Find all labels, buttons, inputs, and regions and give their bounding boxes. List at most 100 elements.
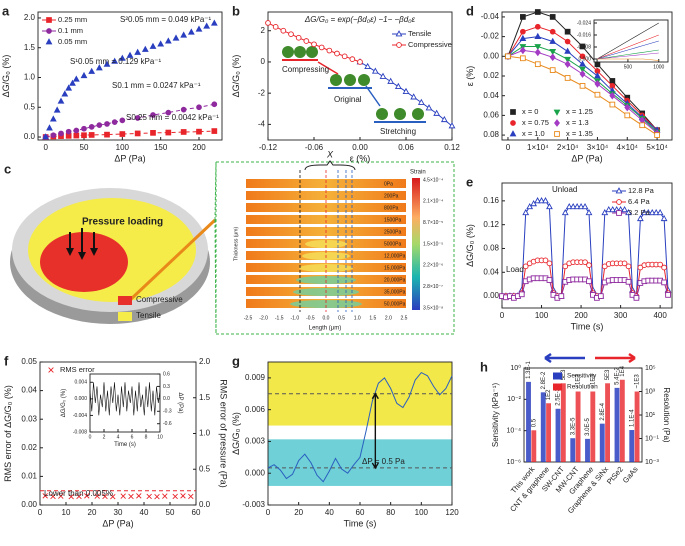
annotation: S0.25 mm = 0.0042 kPa⁻¹ [126, 113, 219, 122]
x-tick-label: 120 [445, 508, 459, 517]
marker [534, 197, 541, 204]
y-tick-label: 0.06 [483, 110, 499, 119]
legend-swatch [553, 383, 562, 391]
y-tick-label: 10⁰ [510, 364, 521, 372]
marker [203, 22, 211, 29]
marker [565, 202, 573, 210]
y-tick-label: 0.5 [24, 102, 36, 111]
marker [88, 124, 95, 130]
bar [540, 392, 546, 462]
x-tick-label: 1×10⁴ [527, 143, 549, 152]
length-tick: 0.5 [338, 315, 345, 321]
marker [61, 90, 69, 97]
x-tick-label: -0.06 [305, 143, 324, 152]
annotation: Compressing [282, 65, 329, 74]
zoom-line [214, 219, 217, 335]
value-label: 1E4 [620, 365, 626, 376]
x-tick-label: 200 [574, 311, 588, 320]
legend-label: x = 0.75 [522, 118, 549, 127]
marker [661, 264, 667, 271]
legend-label: x = 1.25 [566, 107, 593, 116]
marker [88, 132, 95, 138]
marker [597, 293, 604, 299]
legend-marker [616, 199, 622, 205]
y-tick-label: 0.00 [483, 291, 499, 300]
marker [625, 263, 632, 270]
marker [128, 493, 134, 500]
y-tick-label: -0.003 [242, 500, 265, 509]
pressure-label: 50,000Pa [384, 301, 406, 307]
annotation: S0.1 mm = 0.0247 kPa⁻¹ [112, 81, 201, 90]
y2-tick-label: 10¹ [645, 412, 656, 419]
legend-tensile [118, 312, 132, 321]
legend-label: 0.1 mm [58, 26, 83, 35]
annotation: Load [506, 265, 524, 274]
length-tick: -2.5 [244, 315, 253, 321]
x-tick-label: 20 [294, 508, 303, 517]
panel-c-drawing [10, 46, 636, 364]
marker [188, 493, 194, 500]
y-axis-label: ΔG/G₀ (%) [61, 389, 67, 418]
marker [546, 277, 553, 283]
bar [531, 430, 537, 462]
marker [581, 202, 589, 210]
legend-label: 3.2 Pa [628, 208, 651, 217]
bar [634, 391, 640, 462]
marker [549, 28, 556, 35]
marker [586, 262, 592, 268]
legend-label: x = 1.35 [566, 129, 593, 138]
y-axis-label: RMS error of ΔG/G₀ (%) [3, 385, 13, 482]
marker [73, 127, 80, 134]
arrow-heads [66, 248, 98, 260]
y-tick-label: 0.16 [483, 196, 499, 205]
marker [162, 493, 168, 499]
marker [154, 493, 160, 500]
marker [379, 72, 387, 79]
sphere [358, 74, 370, 86]
value-label: 1.1E-4 [629, 409, 635, 427]
marker [65, 84, 73, 91]
strain-spot [290, 300, 362, 308]
y-tick-label: 2 [261, 26, 266, 35]
marker [640, 208, 648, 216]
marker [103, 60, 111, 67]
marker [609, 78, 616, 84]
marker [594, 91, 601, 98]
y-tick-label: 0.0 [24, 132, 36, 141]
marker [46, 124, 53, 131]
value-label: 5E3 [561, 369, 567, 380]
legend-marker [45, 38, 53, 45]
marker [69, 79, 76, 86]
marker [364, 62, 372, 70]
bar [546, 403, 552, 462]
plot-frame [501, 182, 673, 309]
colorbar-tick: 4.5×10⁻⁴ [423, 177, 443, 183]
x-tick-label: 20 [88, 508, 97, 517]
marker [311, 41, 317, 48]
colorbar-tick: 1.5×10⁻⁵ [423, 241, 443, 247]
y-tick-label: -0.04 [481, 12, 500, 21]
plot-frame [37, 11, 223, 141]
marker [157, 40, 165, 47]
marker [558, 293, 565, 299]
x-tick-label: 1000 [653, 65, 664, 71]
length-tick: -1.0 [290, 315, 299, 321]
marker [564, 38, 571, 45]
y2-axis-label: RMS error of pressure (Pa) [219, 379, 229, 488]
marker [585, 208, 593, 216]
y2-tick-label: 10⁻³ [645, 459, 659, 466]
marker [609, 101, 616, 108]
series-line [597, 52, 659, 60]
series-line [89, 382, 161, 416]
thickness-label: Thickness (μm) [233, 227, 239, 262]
marker [318, 44, 325, 51]
marker [609, 91, 616, 100]
marker [110, 493, 116, 500]
legend-label: Tensile [408, 29, 431, 38]
length-tick: -2.0 [259, 315, 268, 321]
colorbar-tick: 2.2×10⁻⁶ [423, 263, 443, 269]
y-tick-label: 2.0 [24, 13, 36, 22]
y-tick-label: 0.08 [483, 244, 499, 253]
plot-frame [89, 373, 161, 433]
